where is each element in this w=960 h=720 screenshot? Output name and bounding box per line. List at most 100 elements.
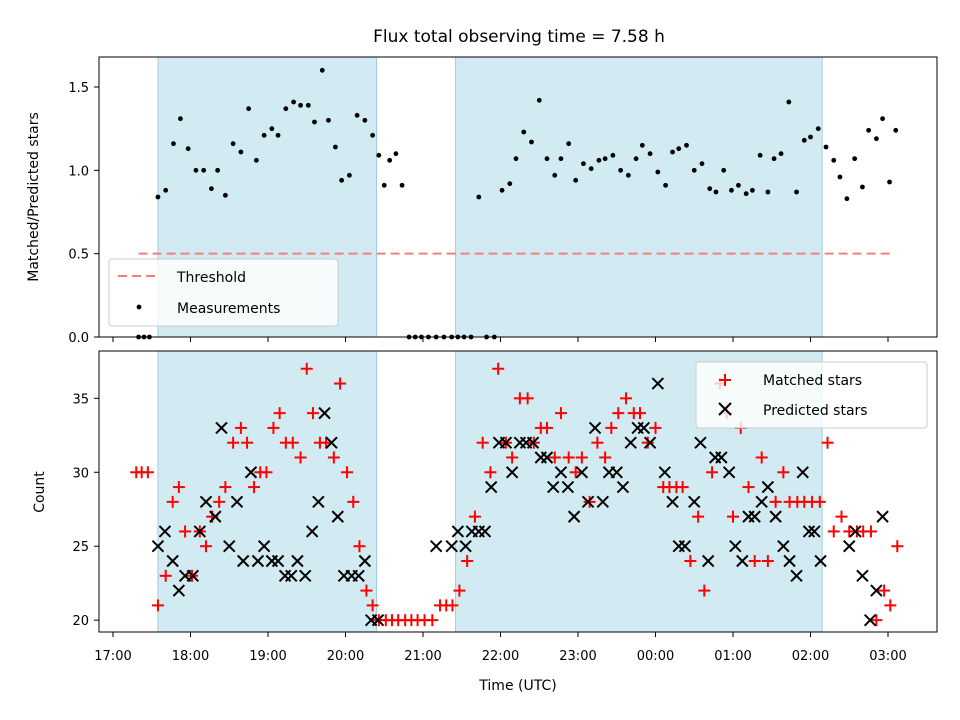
measurement-point [499, 187, 505, 193]
measurement-point [749, 187, 755, 193]
measurement-point [298, 102, 303, 108]
predicted-stars-point [186, 569, 200, 583]
predicted-stars-point [257, 540, 271, 553]
matched-stars-point [692, 510, 705, 523]
measurement-point [326, 117, 331, 123]
predicted-stars-point [291, 554, 304, 568]
predicted-stars-point [358, 554, 372, 568]
matched-stars-point [248, 481, 261, 494]
matched-stars-point [327, 451, 340, 464]
predicted-stars-point [701, 554, 715, 568]
predicted-stars-point [581, 495, 595, 509]
measurement-points [136, 67, 899, 340]
top-legend: Threshold Measurements [108, 258, 339, 327]
measurement-point [275, 132, 281, 138]
predicted-stars-point [588, 421, 602, 435]
matched-stars-point [260, 466, 273, 479]
measurement-point [713, 189, 719, 195]
measurement-point [230, 141, 236, 147]
matched-stars-points [130, 362, 904, 627]
predicted-stars-point [849, 525, 862, 538]
matched-stars-point [234, 421, 247, 434]
measurement-point [691, 167, 697, 173]
measurement-point [639, 142, 645, 148]
measurement-point [163, 187, 169, 193]
top-axes-frame [98, 56, 938, 338]
measurement-point [319, 67, 325, 73]
predicted-stars-point [796, 466, 809, 479]
matched-stars-point [341, 466, 354, 479]
x-tick-label: 22:00 [482, 649, 519, 664]
predicted-stars-point [429, 540, 443, 553]
predicted-stars-point [193, 525, 207, 538]
matched-stars-point [684, 555, 697, 568]
matched-stars-point [320, 436, 333, 449]
predicted-stars-point [616, 480, 630, 494]
predicted-stars-point [561, 480, 575, 494]
predicted-legend-label: Predicted stars [763, 403, 868, 419]
matched-stars-point [453, 584, 466, 597]
top-shaded-spans [157, 56, 823, 338]
measurement-point [476, 194, 482, 200]
matched-stars-point [634, 407, 646, 420]
x-tick-label: 01:00 [714, 649, 751, 664]
predicted-stars-point [352, 569, 365, 583]
matched-stars-point [172, 481, 185, 494]
matched-stars-point [521, 392, 534, 405]
predicted-stars-point [478, 525, 492, 538]
measurement-point [684, 142, 689, 148]
predicted-stars-point [540, 451, 554, 464]
predicted-stars-point [445, 540, 458, 553]
measurement-point [736, 182, 741, 188]
measurements-legend-label: Measurements [177, 301, 280, 317]
bottom-x-ticks: 17:00 18:00 19:00 20:00 21:00 22:00 23:00 00:00… [94, 632, 907, 664]
x-tick-label: 02:00 [792, 649, 829, 664]
predicted-stars-point [736, 554, 749, 568]
measurement-point [581, 161, 586, 167]
predicted-stars-point [567, 510, 581, 523]
measurement-point [376, 152, 382, 158]
predicted-stars-point [285, 569, 298, 583]
predicted-stars-point [802, 525, 816, 538]
measurement-point [625, 172, 631, 178]
matched-stars-point [286, 436, 299, 449]
measurement-point [305, 102, 311, 108]
bottom-y-tick-label: 25 [72, 540, 89, 555]
measurement-point [831, 157, 837, 163]
predicted-stars-point [814, 554, 827, 568]
matched-legend-label: Matched stars [763, 373, 862, 389]
measurement-point [283, 106, 289, 112]
measurement-point [333, 144, 338, 150]
measurement-point [765, 189, 771, 195]
x-tick-label: 20:00 [327, 649, 364, 664]
bottom-y-tick-label: 20 [72, 614, 89, 629]
predicted-stars-point [715, 451, 728, 464]
predicted-stars-point [318, 406, 331, 420]
measurement-point [393, 151, 399, 157]
measurement-point [618, 167, 624, 173]
measurement-point [339, 177, 345, 183]
measurement-point [291, 99, 296, 105]
measurement-point [647, 151, 653, 157]
matched-stars-point [891, 540, 904, 553]
x-tick-label: 17:00 [94, 649, 131, 664]
predicted-stars-points [151, 377, 889, 627]
measurement-point [893, 127, 899, 133]
measurement-point [521, 129, 527, 135]
predicted-stars-point [251, 554, 265, 568]
measurement-point [387, 157, 393, 163]
predicted-stars-point [678, 540, 692, 553]
predicted-stars-point [651, 377, 665, 390]
matched-stars-point [827, 525, 840, 538]
predicted-stars-point [312, 495, 325, 509]
threshold-legend-label: Threshold [176, 270, 246, 286]
measurement-point [801, 137, 807, 143]
measurement-point [238, 149, 244, 155]
predicted-stars-point [596, 495, 610, 509]
predicted-stars-point [215, 421, 228, 435]
top-y-tick-label: 0.5 [68, 248, 89, 263]
measurement-point [757, 152, 763, 158]
measurement-point [610, 152, 616, 158]
matched-stars-point [548, 451, 561, 464]
